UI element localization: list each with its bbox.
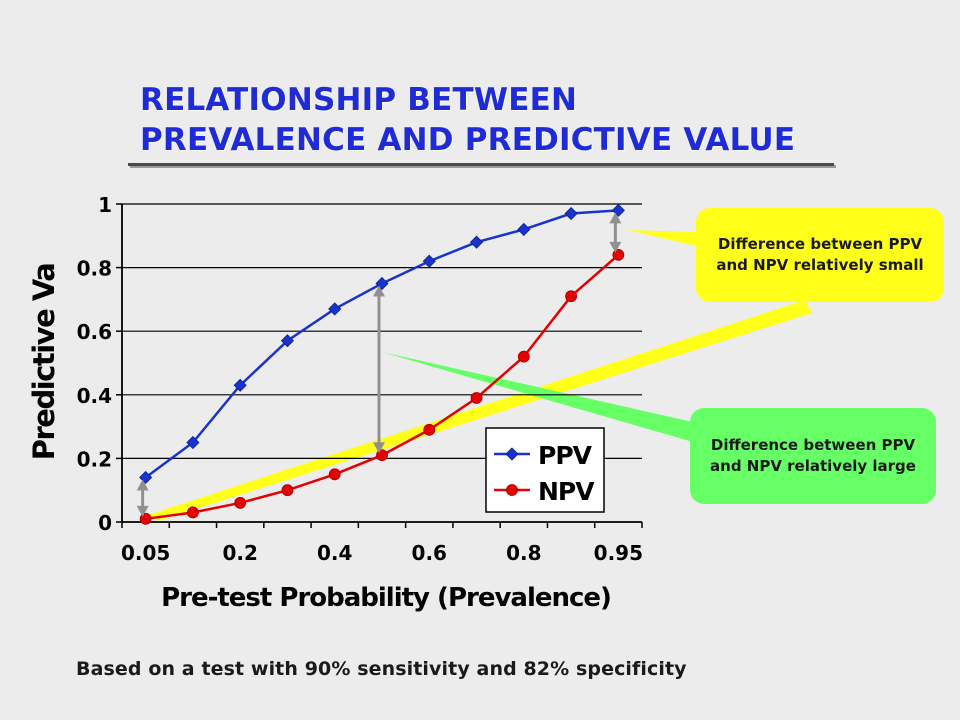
x-tick-label: 0.05 [121, 541, 170, 565]
legend-box [485, 427, 605, 513]
y-tick-label: 0.8 [77, 257, 112, 281]
x-tick-label: 0.95 [594, 541, 643, 565]
callout-large-difference: Difference between PPV and NPV relativel… [690, 408, 936, 504]
npv-point [328, 468, 341, 481]
npv-point [281, 484, 294, 497]
ppv-point [280, 334, 295, 348]
y-tick-label: 0.6 [77, 320, 112, 344]
legend-npv-marker [506, 484, 518, 496]
x-tick-label: 0.4 [317, 541, 352, 565]
y-tick-label: 1 [98, 193, 112, 217]
npv-point [423, 423, 436, 436]
series-layer [139, 203, 625, 525]
npv-point [565, 290, 577, 303]
npv-point [187, 506, 199, 519]
y-axis-title: Predictive Va [27, 264, 61, 461]
legend-ppv-label: PPV [538, 441, 593, 470]
difference-arrow-head [136, 505, 149, 517]
ppv-point [469, 235, 484, 249]
y-tick-label: 0.2 [77, 447, 112, 471]
title-line-2: PREVALENCE AND PREDICTIVE VALUE [140, 122, 796, 158]
ppv-point [375, 276, 389, 291]
y-tick-label: 0.4 [77, 384, 112, 408]
npv-point [234, 497, 247, 509]
legend: PPV NPV [485, 427, 605, 513]
callout-small-pointer-long [148, 300, 812, 521]
x-tick-labels: 0.05 0.2 0.4 0.6 0.8 0.95 [121, 541, 643, 565]
legend-ppv-marker [505, 447, 519, 461]
y-tick-label: 0 [98, 511, 112, 535]
callout-small-difference: Difference between PPV and NPV relativel… [696, 208, 944, 302]
ppv-point [422, 254, 436, 268]
difference-arrow-head [373, 285, 385, 297]
npv-point [517, 350, 530, 363]
ppv-point [564, 206, 578, 221]
difference-arrows [136, 212, 622, 517]
x-tick-label: 0.2 [222, 541, 257, 565]
difference-arrow-head [136, 479, 149, 491]
slide-title: RELATIONSHIP BETWEEN PREVALENCE AND PRED… [140, 80, 795, 160]
ppv-point [233, 378, 247, 392]
x-tick-label: 0.6 [412, 541, 447, 565]
title-underline [128, 163, 834, 166]
title-line-1: RELATIONSHIP BETWEEN [140, 82, 578, 118]
ppv-point [186, 435, 200, 450]
x-tick-label: 0.8 [506, 541, 541, 565]
footnote: Based on a test with 90% sensitivity and… [76, 658, 687, 680]
axes [116, 203, 643, 528]
y-tick-labels: 0 0.2 0.4 0.6 0.8 1 [77, 193, 112, 535]
npv-point [470, 392, 483, 404]
x-axis-title: Pre-test Probability (Prevalence) [161, 583, 611, 613]
ppv-point [328, 302, 342, 316]
ppv-point [517, 222, 531, 237]
callout-small-pointer-top [628, 230, 696, 246]
difference-arrow-head [609, 212, 622, 224]
callout-pointers [148, 230, 812, 521]
legend-npv-label: NPV [538, 477, 595, 506]
callout-large-pointer [382, 352, 693, 442]
ppv-point [611, 203, 625, 217]
difference-arrow-head [609, 241, 622, 253]
difference-arrow-head [373, 442, 385, 454]
gridlines [122, 203, 642, 459]
